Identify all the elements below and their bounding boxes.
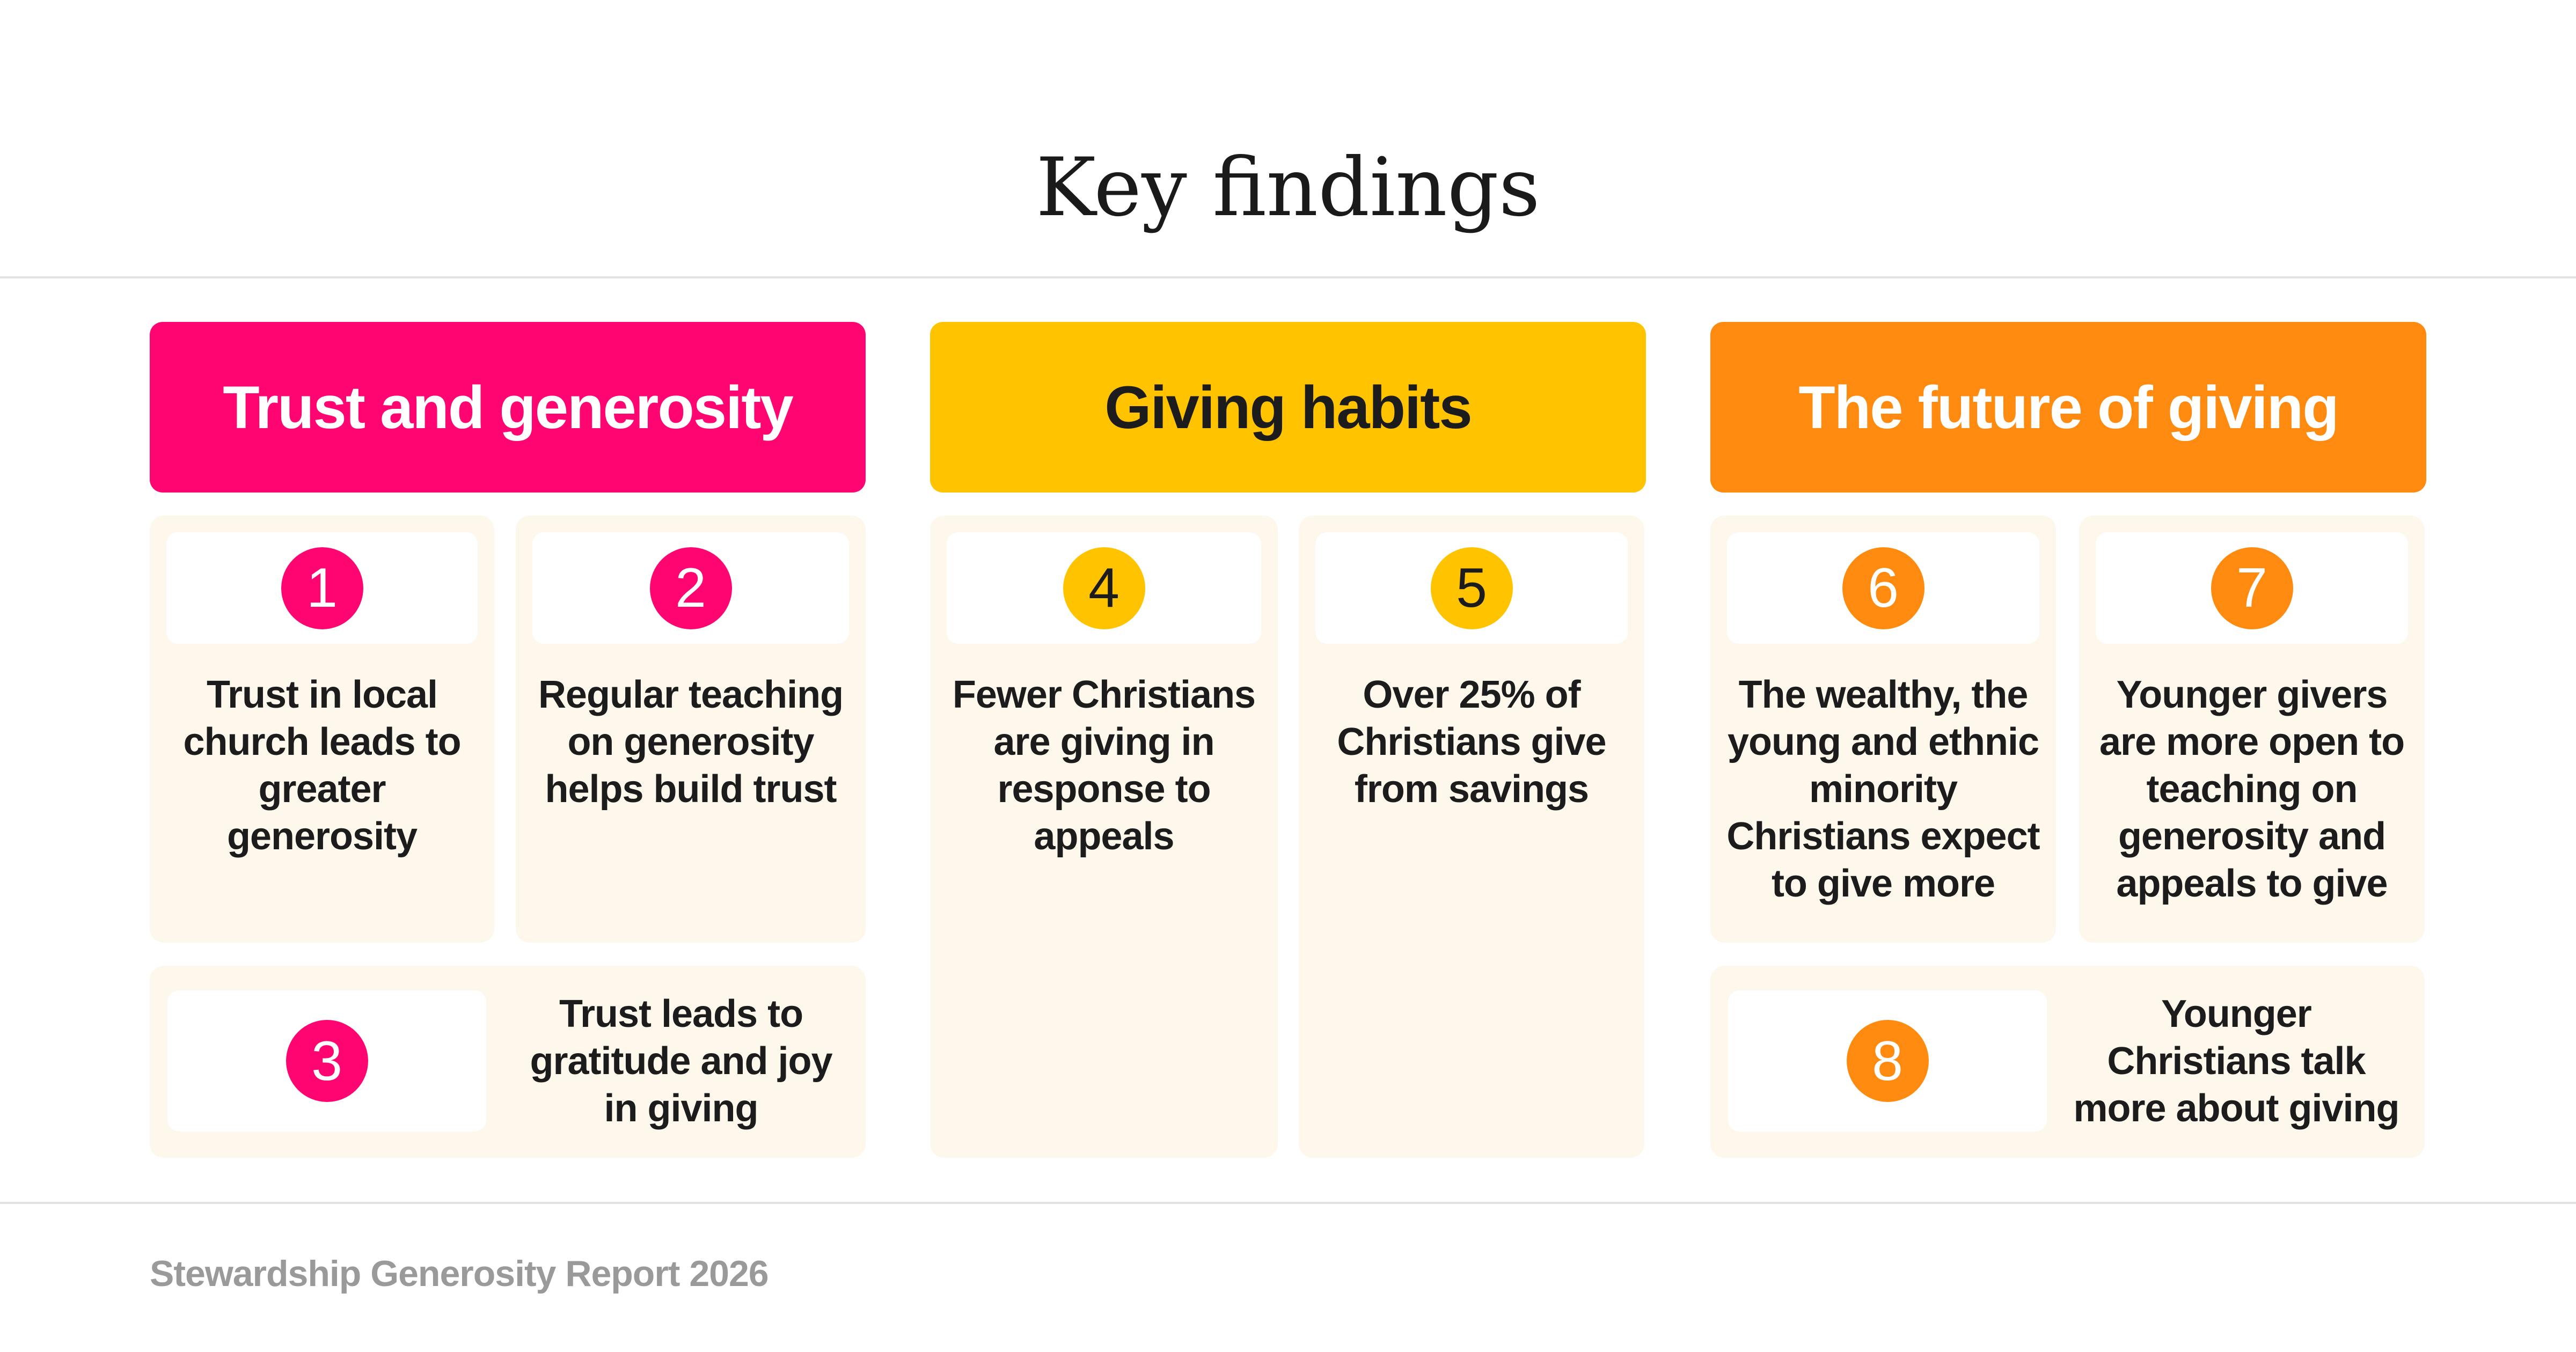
page-title: Key findings — [1036, 141, 1540, 234]
finding-text-3: Trust leads to gratitude and joy in givi… — [530, 993, 832, 1130]
finding-card-8: 8 Younger Christians talk more about giv… — [1710, 966, 2425, 1158]
section-header-future: The future of giving — [1710, 322, 2426, 493]
finding-text-8: Younger Christians talk more about givin… — [2073, 993, 2399, 1130]
finding-text-7: Younger givers are more open to teaching… — [2099, 673, 2405, 905]
finding-card-2: 2 Regular teaching on generosity helps b… — [516, 516, 866, 943]
finding-text-2: Regular teaching on generosity helps bui… — [538, 673, 844, 811]
number-badge-8: 8 — [1846, 1020, 1929, 1102]
finding-text-4: Fewer Christians are giving in response … — [952, 673, 1256, 858]
section-header-habits: Giving habits — [930, 322, 1646, 493]
finding-text-5: Over 25% of Christians give from savings — [1337, 673, 1606, 811]
finding-card-7: 7 Younger givers are more open to teachi… — [2079, 516, 2425, 943]
number-badge-1: 1 — [281, 547, 363, 629]
section-header-trust: Trust and generosity — [150, 322, 866, 493]
finding-card-4: 4 Fewer Christians are giving in respons… — [930, 516, 1278, 1158]
finding-text-1: Trust in local church leads to greater g… — [183, 673, 461, 858]
number-badge-4: 4 — [1063, 547, 1145, 629]
top-divider — [0, 276, 2576, 278]
number-badge-6: 6 — [1842, 547, 1924, 629]
finding-text-6: The wealthy, the young and ethnic minori… — [1726, 673, 2040, 905]
finding-card-5: 5 Over 25% of Christians give from savin… — [1299, 516, 1644, 1158]
number-badge-2: 2 — [649, 547, 732, 629]
bottom-divider — [0, 1202, 2576, 1204]
finding-card-6: 6 The wealthy, the young and ethnic mino… — [1710, 516, 2056, 943]
finding-card-1: 1 Trust in local church leads to greater… — [150, 516, 494, 943]
footer-source: Stewardship Generosity Report 2026 — [150, 1253, 769, 1294]
number-badge-5: 5 — [1430, 547, 1513, 629]
number-badge-3: 3 — [286, 1020, 368, 1102]
number-badge-7: 7 — [2211, 547, 2293, 629]
finding-card-3: 3 Trust leads to gratitude and joy in gi… — [150, 966, 866, 1158]
